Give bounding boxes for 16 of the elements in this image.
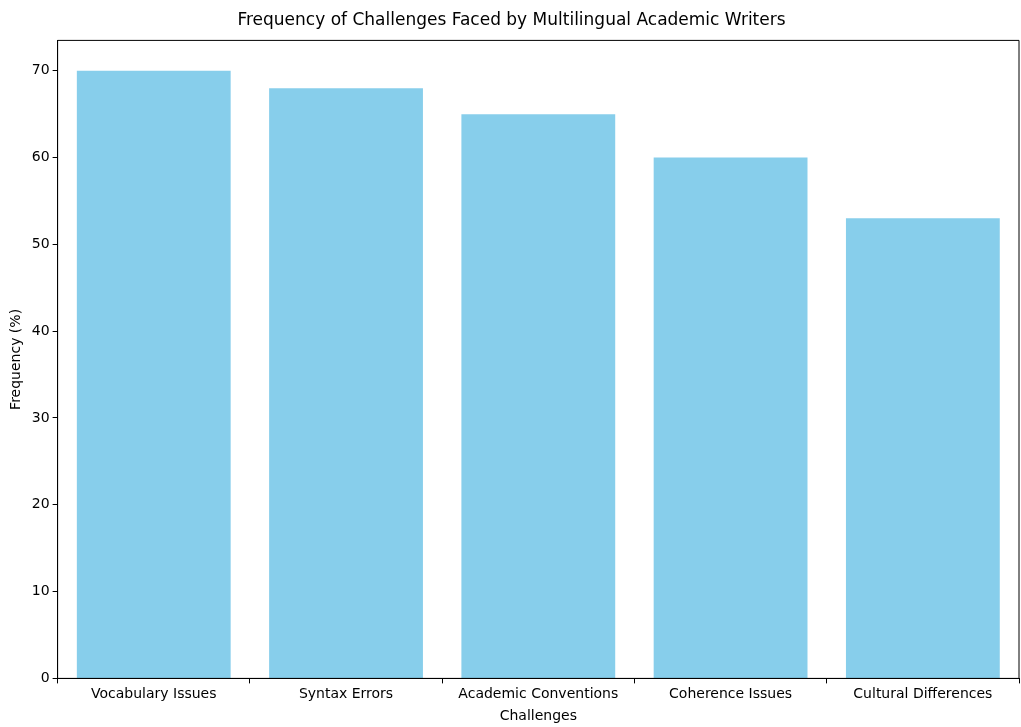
y-tick-label: 10 <box>31 582 50 599</box>
y-tick-label: 0 <box>40 669 50 686</box>
y-tick-label: 20 <box>31 495 50 512</box>
y-tick-label: 30 <box>31 408 50 425</box>
y-axis-title: Frequency (%) <box>7 308 24 410</box>
y-tick-label: 40 <box>31 321 50 338</box>
x-tick-label: Academic Conventions <box>458 685 619 702</box>
x-tick-label: Coherence Issues <box>669 685 793 702</box>
y-tick-label: 50 <box>31 235 50 252</box>
x-tick-label: Syntax Errors <box>298 685 394 702</box>
x-tick-label: Cultural Differences <box>853 685 993 702</box>
x-axis-title: Challenges <box>499 707 577 724</box>
chart-title: Frequency of Challenges Faced by Multilingual Academic Writers <box>237 8 786 29</box>
x-tick-label: Vocabulary Issues <box>90 685 217 702</box>
y-tick-label: 60 <box>31 148 50 165</box>
y-tick-label: 70 <box>31 61 50 78</box>
